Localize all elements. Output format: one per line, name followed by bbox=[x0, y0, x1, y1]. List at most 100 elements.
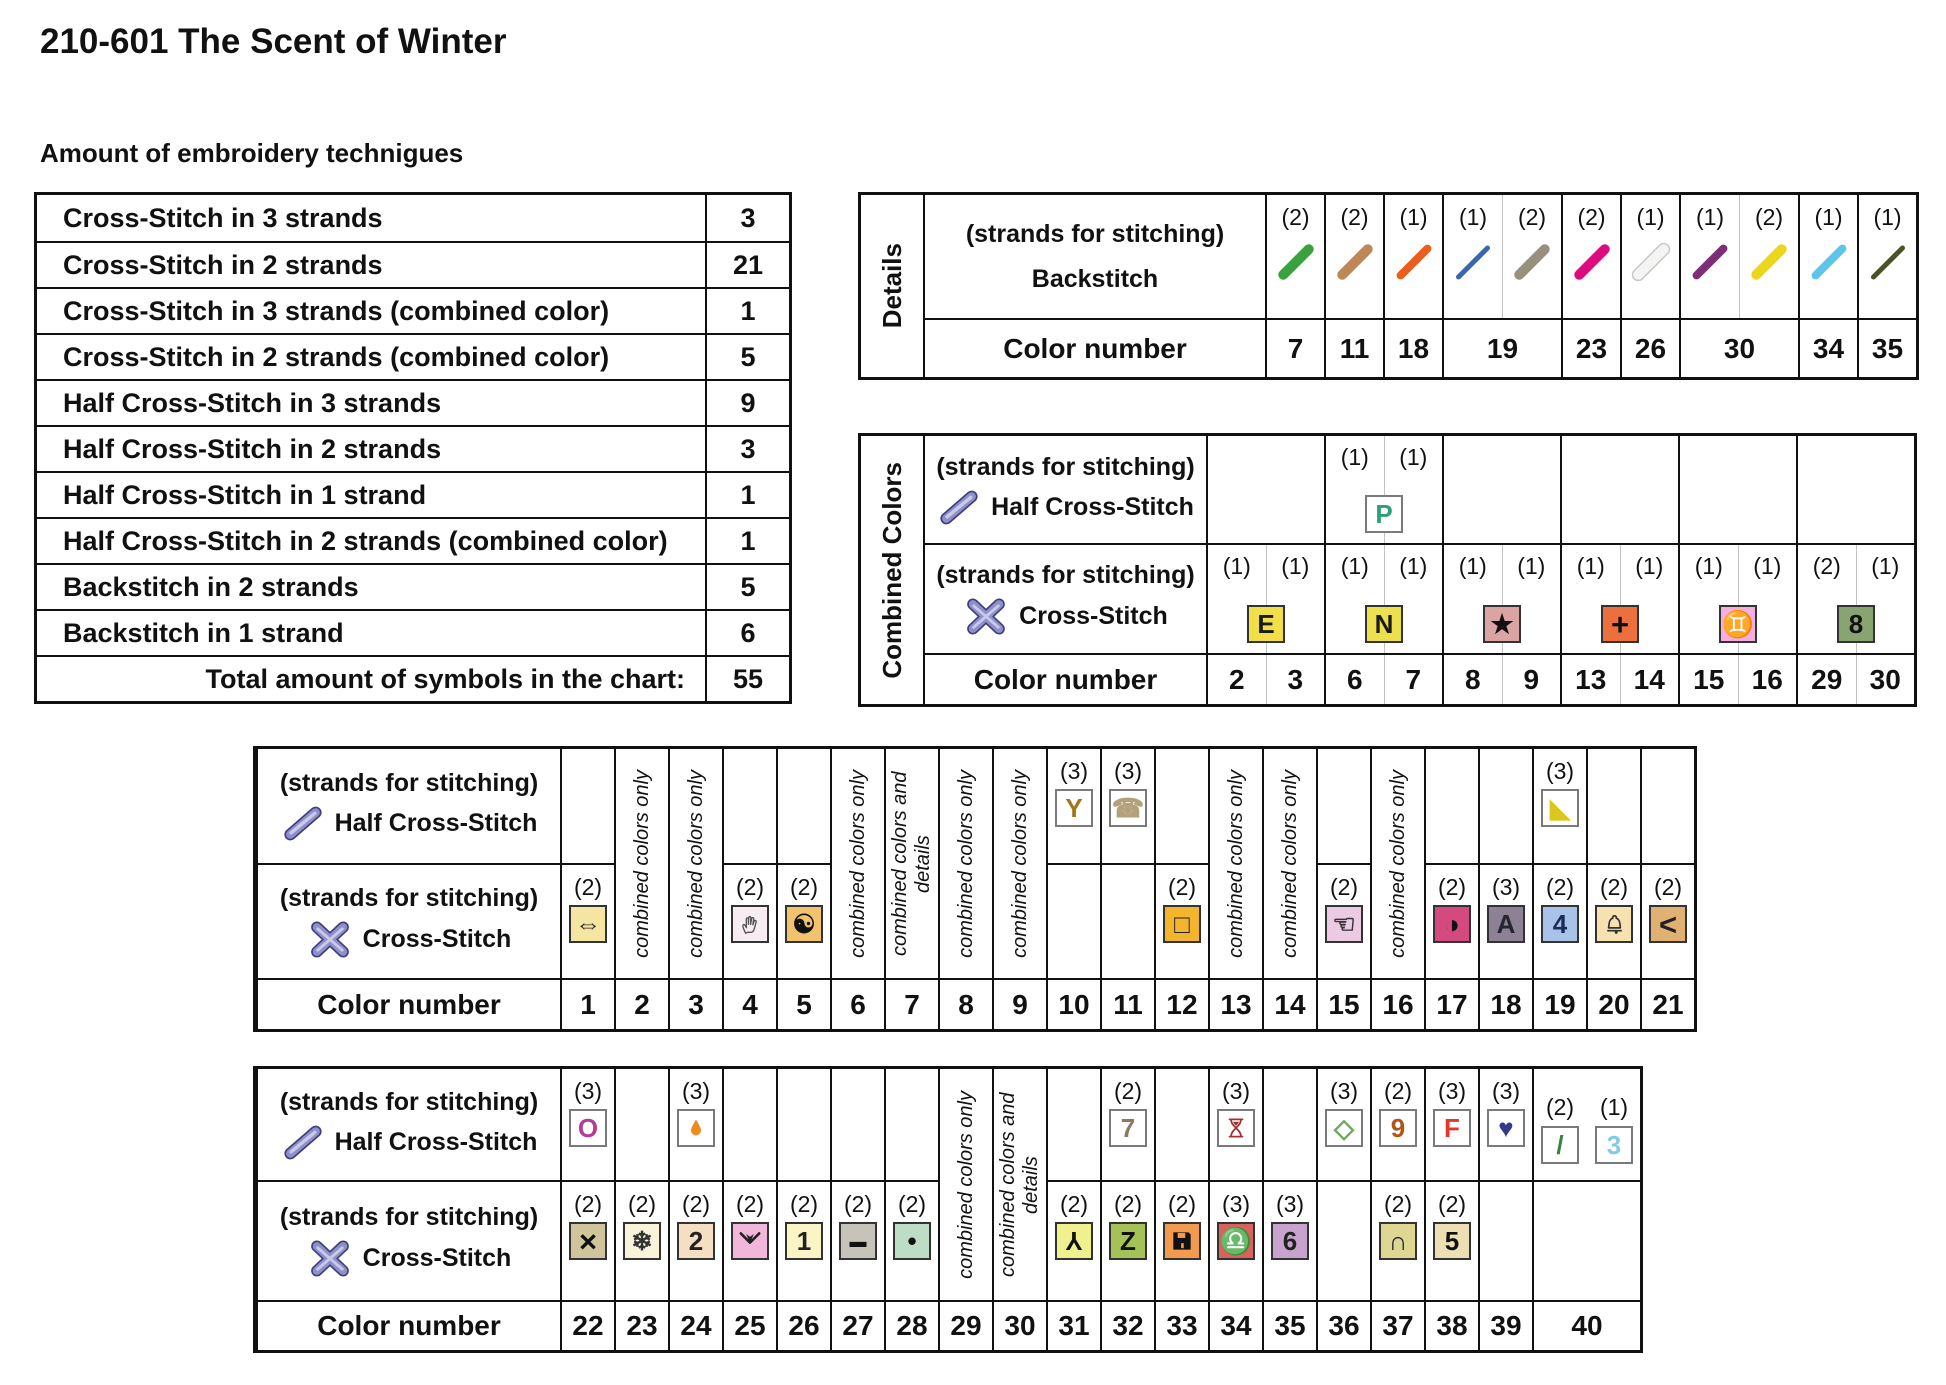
note-text: combined colors only bbox=[1386, 769, 1409, 958]
color-number-cell: 27 bbox=[832, 1300, 884, 1350]
strand-slot: (1) bbox=[1208, 545, 1266, 653]
color-number-cell: 19 bbox=[1444, 318, 1561, 377]
half-cross-stitch-cell bbox=[1562, 436, 1678, 543]
cross-stitch-cell bbox=[1480, 1180, 1532, 1300]
combined-colors-note: combined colors only bbox=[1372, 749, 1424, 978]
technique-label: Backstitch in 2 strands bbox=[63, 571, 359, 602]
color-number-label: Color number bbox=[258, 978, 560, 1029]
cross-stitch-cell bbox=[1048, 863, 1100, 978]
strand-count: (2) bbox=[1812, 553, 1841, 579]
color-column: (2) Y 31 bbox=[1046, 1069, 1100, 1350]
color-number-cell: 33 bbox=[1156, 1300, 1208, 1350]
cross-stitch-cell: (3) A bbox=[1480, 863, 1532, 978]
technique-label: Cross-Stitch in 3 strands bbox=[63, 202, 383, 233]
strand-count: (2) bbox=[1281, 203, 1310, 230]
symbol-glyph: □ bbox=[1163, 905, 1201, 943]
backstitch-cell: (1) bbox=[1800, 195, 1857, 318]
half-cross-stitch-label: Half Cross-Stitch bbox=[991, 492, 1194, 521]
symbol-glyph: ♎ bbox=[1217, 1222, 1255, 1260]
technique-label: Cross-Stitch in 3 strands (combined colo… bbox=[63, 295, 610, 326]
strand-count: (2) bbox=[1545, 1094, 1575, 1120]
half-cross-stitch-cell bbox=[1208, 436, 1324, 543]
color-number-cell: 18 bbox=[1385, 318, 1442, 377]
color-number-cell: 4 bbox=[724, 978, 776, 1029]
strand-slot: (1) bbox=[1737, 545, 1797, 653]
strand-count: (2) bbox=[627, 1190, 657, 1217]
cross-cross-stitch-cell: (1) (1) E bbox=[1208, 543, 1324, 653]
cross-stitch-cell: (2) 1 bbox=[778, 1180, 830, 1300]
strand-count: (3) bbox=[1221, 1077, 1251, 1104]
color-number: 13 bbox=[1575, 663, 1607, 695]
half-cross-stitch-cell: (3) ☎ bbox=[1102, 749, 1154, 863]
color-number-cell: 17 bbox=[1426, 978, 1478, 1029]
strand-count: (1) bbox=[1399, 444, 1428, 470]
combined-side-column: Combined Colors bbox=[861, 436, 923, 704]
details-label-column: (strands for stitching) Backstitch Color… bbox=[923, 195, 1265, 377]
color-number-cell: 34 bbox=[1210, 1300, 1262, 1350]
half-cross-stitch-cell: (3) F bbox=[1426, 1069, 1478, 1180]
color-column: (3) (3) ♎ 34 bbox=[1208, 1069, 1262, 1350]
combined-pair-column: (2) (1) 8 29 30 bbox=[1796, 436, 1914, 704]
strand-slot: (1) bbox=[1562, 545, 1620, 653]
color-column: combined colors only 9 bbox=[992, 749, 1046, 1029]
backstitch-slot: (1) bbox=[1444, 195, 1502, 318]
technique-row: Half Cross-Stitch in 2 strands (combined… bbox=[37, 517, 789, 563]
symbol-glyph: ◑ bbox=[1433, 905, 1471, 943]
technique-count: 3 bbox=[705, 427, 789, 471]
color-number-cell: 28 bbox=[886, 1300, 938, 1350]
strand-slot: (1) bbox=[1619, 545, 1679, 653]
backstitch-cell: (2) bbox=[1267, 195, 1324, 318]
half-cross-stitch-icon bbox=[281, 1123, 325, 1162]
backstitch-stroke bbox=[1690, 242, 1730, 282]
backstitch-details-table: Details (strands for stitching) Backstit… bbox=[858, 192, 1919, 380]
color-number-cell: 12 bbox=[1156, 978, 1208, 1029]
half-cross-stitch-cell bbox=[724, 1069, 776, 1180]
symbol-table-colors-22-40: (strands for stitching) Half Cross-Stitc… bbox=[253, 1066, 1643, 1353]
color-column: (2) ❄ 23 bbox=[614, 1069, 668, 1350]
half-cross-stitch-cell: (2) 9 bbox=[1372, 1069, 1424, 1180]
page-title: 210-601 The Scent of Winter bbox=[40, 22, 507, 61]
symbol-glyph: 7 bbox=[1109, 1109, 1147, 1147]
strand-count: (2) bbox=[1059, 1190, 1089, 1217]
technique-label: Half Cross-Stitch in 2 strands (combined… bbox=[63, 525, 668, 556]
backstitch-label: Backstitch bbox=[1031, 264, 1159, 293]
symbol-glyph: ☎ bbox=[1109, 789, 1147, 827]
color-column: combined colors only 2 bbox=[614, 749, 668, 1029]
backstitch-column: (1) 18 bbox=[1383, 195, 1442, 377]
symbol-glyph: ∩ bbox=[1379, 1222, 1417, 1260]
backstitch-slot: (1) bbox=[1681, 195, 1739, 318]
cross-stitch-cell: (2) Z bbox=[1102, 1180, 1154, 1300]
color-number-cell: 39 bbox=[1480, 1300, 1532, 1350]
color-number-cell: 32 bbox=[1102, 1300, 1154, 1350]
symbol-columns: (3) O (2) × 22 (2) ❄ 23 (3) (2) 2 24 (2) 25 (2) 1 26 (2) ▬… bbox=[560, 1069, 1640, 1350]
combined-colors-note: combined colors only bbox=[670, 749, 722, 978]
cross-stitch-cell: (2) □ bbox=[1156, 863, 1208, 978]
color-column: (2) ◑ 17 bbox=[1424, 749, 1478, 1029]
note-text: combined colors only bbox=[846, 769, 869, 958]
strand-count: (1) bbox=[1873, 203, 1902, 230]
technique-count: 3 bbox=[705, 195, 789, 241]
half-cross-stitch-cell: (3) bbox=[670, 1069, 722, 1180]
color-number: 6 bbox=[1346, 663, 1363, 695]
strands-note-label: (strands for stitching) bbox=[936, 452, 1195, 481]
note-text: combined colors only bbox=[630, 769, 653, 958]
color-column: (2) 25 bbox=[722, 1069, 776, 1350]
hand-icon bbox=[731, 905, 769, 943]
half-cross-stitch-label-cell: (strands for stitching) Half Cross-Stitc… bbox=[925, 436, 1206, 543]
half-cross-stitch-cell bbox=[1318, 749, 1370, 863]
strand-count: (2) bbox=[681, 1190, 711, 1217]
technique-row: Cross-Stitch in 2 strands 21 bbox=[37, 241, 789, 287]
color-column: (3) A 18 bbox=[1478, 749, 1532, 1029]
cross-stitch-cell: (2) ◑ bbox=[1426, 863, 1478, 978]
cross-stitch-cell: (2) ☜ bbox=[1318, 863, 1370, 978]
technique-row: Backstitch in 2 strands 5 bbox=[37, 563, 789, 609]
cross-cross-stitch-cell: (2) (1) 8 bbox=[1798, 543, 1914, 653]
strand-count: (2) bbox=[735, 1190, 765, 1217]
strand-count: (2) bbox=[789, 1190, 819, 1217]
color-number: 29 bbox=[1811, 663, 1843, 695]
combined-pair-column: (1) (1) ★ 8 9 bbox=[1442, 436, 1560, 704]
techniques-table: Cross-Stitch in 3 strands 3 Cross-Stitch i… bbox=[34, 192, 792, 704]
color-column: (2) ☜ 15 bbox=[1316, 749, 1370, 1029]
color-column: (2) ⇔ 1 bbox=[560, 749, 614, 1029]
cross-cross-stitch-cell: (1) (1) + bbox=[1562, 543, 1678, 653]
